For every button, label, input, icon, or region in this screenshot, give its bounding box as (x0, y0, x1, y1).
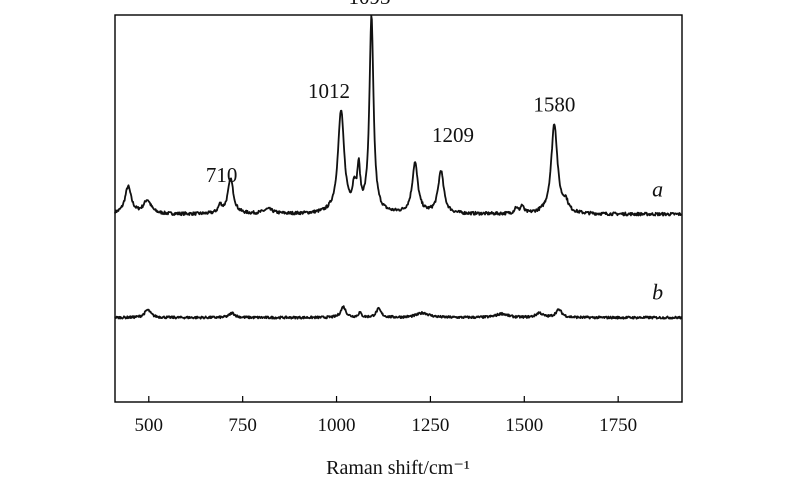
peak-label-1209: 1209 (432, 123, 474, 147)
x-tick-label-1000: 1000 (318, 415, 356, 436)
x-axis-ticks (148, 396, 619, 402)
series-label-b: b (652, 280, 663, 305)
series-label-a: a (652, 176, 663, 201)
series-labels: ab (652, 176, 663, 304)
peak-label-1012: 1012 (308, 79, 350, 103)
peak-label-1093: 1093 (348, 0, 390, 9)
peak-label-710: 710 (206, 163, 238, 187)
x-tick-label-750: 750 (228, 415, 257, 436)
peak-annotations: 710 1012 1093 1209 1580 (206, 0, 575, 187)
plot-frame (114, 14, 683, 403)
x-tick-label-500: 500 (135, 415, 164, 436)
x-tick-label-1250: 1250 (411, 415, 449, 436)
x-axis-label: Raman shift/cm⁻¹ (326, 457, 470, 479)
x-tick-label-1500: 1500 (505, 415, 543, 436)
x-tick-label-1750: 1750 (599, 415, 637, 436)
peak-label-1580: 1580 (533, 92, 575, 116)
x-axis-tick-labels: 500 750 1000 1250 1500 1750 (135, 415, 638, 436)
spectrum-traces (114, 14, 683, 320)
spectrum-a (114, 14, 683, 217)
spectrum-b (114, 305, 683, 320)
